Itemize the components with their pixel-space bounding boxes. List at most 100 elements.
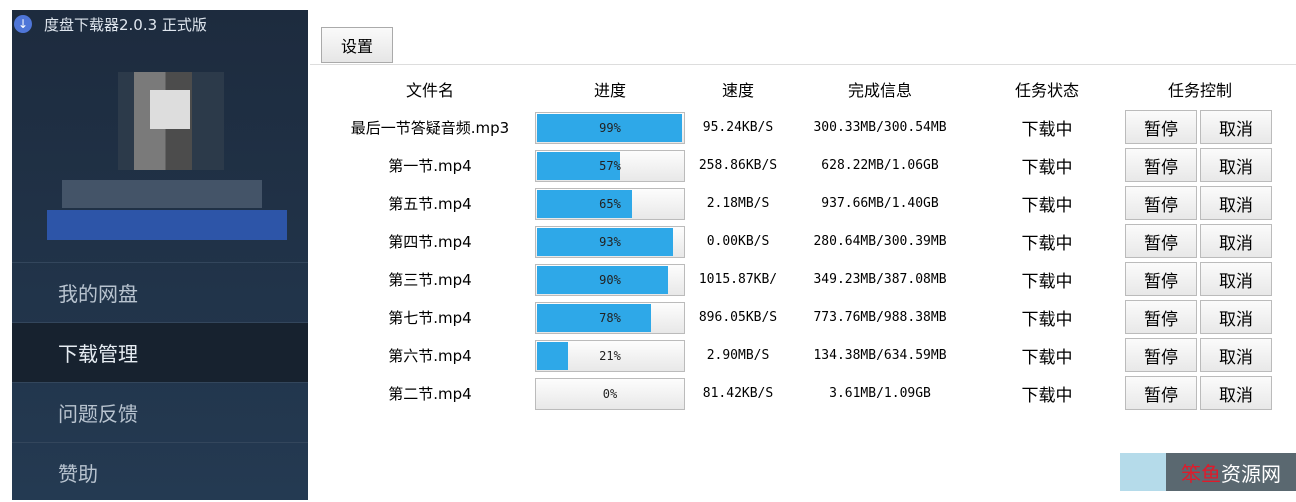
sidebar-item-label: 下载管理 (58, 342, 138, 366)
table-row: 最后一节答疑音频.mp3 99% 95.24KB/S 300.33MB/300.… (310, 110, 1296, 144)
progress-fill (537, 342, 568, 370)
sidebar-item-sponsor[interactable]: 赞助 (12, 442, 308, 502)
sidebar-item-label: 问题反馈 (58, 402, 138, 426)
pause-button[interactable]: 暂停 (1125, 376, 1197, 410)
progress-bar: 0% (535, 378, 685, 410)
file-name: 第一节.mp4 (388, 156, 472, 175)
username-pixelated (62, 180, 262, 208)
pause-button[interactable]: 暂停 (1125, 300, 1197, 334)
file-name: 第三节.mp4 (388, 270, 472, 289)
app-title: 度盘下载器2.0.3 正式版 (44, 15, 207, 34)
cancel-button[interactable]: 取消 (1200, 262, 1272, 296)
sidebar-item-label: 赞助 (58, 462, 98, 486)
progress-bar: 57% (535, 150, 685, 182)
speed: 2.18MB/S (706, 195, 770, 211)
table-row: 第五节.mp4 65% 2.18MB/S 937.66MB/1.40GB 下载中… (310, 186, 1296, 220)
app-title-bar: ↓ 度盘下载器2.0.3 正式版 (12, 10, 207, 38)
task-status: 下载中 (1021, 347, 1073, 368)
progress-bar: 93% (535, 226, 685, 258)
file-name: 第二节.mp4 (388, 384, 472, 403)
cancel-button[interactable]: 取消 (1200, 338, 1272, 372)
progress-text: 57% (599, 159, 621, 173)
progress-fill (537, 266, 669, 294)
cancel-button[interactable]: 取消 (1200, 186, 1272, 220)
divider (310, 64, 1296, 65)
cancel-button[interactable]: 取消 (1200, 300, 1272, 334)
sidebar-item-download-manager[interactable]: 下载管理 (12, 322, 308, 382)
complete-info: 628.22MB/1.06GB (821, 157, 939, 173)
complete-info: 280.64MB/300.39MB (813, 233, 947, 249)
task-status: 下载中 (1021, 271, 1073, 292)
task-status: 下载中 (1021, 233, 1073, 254)
cancel-button[interactable]: 取消 (1200, 224, 1272, 258)
progress-text: 90% (599, 273, 621, 287)
task-status: 下载中 (1021, 385, 1073, 406)
complete-info: 3.61MB/1.09GB (829, 385, 931, 401)
header-status: 任务状态 (1014, 81, 1079, 100)
pause-button[interactable]: 暂停 (1125, 224, 1197, 258)
header-speed: 速度 (721, 81, 754, 100)
progress-text: 99% (599, 121, 621, 135)
progress-fill (537, 190, 632, 218)
progress-text: 78% (599, 311, 621, 325)
complete-info: 773.76MB/988.38MB (813, 309, 947, 325)
sidebar-item-label: 我的网盘 (58, 282, 138, 306)
speed: 896.05KB/S (698, 309, 778, 325)
file-name: 第六节.mp4 (388, 346, 472, 365)
progress-bar: 90% (535, 264, 685, 296)
task-status: 下载中 (1021, 309, 1073, 330)
speed: 81.42KB/S (702, 385, 774, 401)
file-name: 第四节.mp4 (388, 232, 472, 251)
cancel-button[interactable]: 取消 (1200, 110, 1272, 144)
complete-info: 300.33MB/300.54MB (813, 119, 947, 135)
complete-info: 134.38MB/634.59MB (813, 347, 947, 363)
pause-button[interactable]: 暂停 (1125, 186, 1197, 220)
download-icon: ↓ (14, 15, 32, 33)
pause-button[interactable]: 暂停 (1125, 338, 1197, 372)
speed: 258.86KB/S (698, 157, 778, 173)
file-name: 第七节.mp4 (388, 308, 472, 327)
file-name: 最后一节答疑音频.mp3 (350, 118, 510, 137)
speed: 2.90MB/S (706, 347, 770, 363)
sidebar-item-my-disk[interactable]: 我的网盘 (12, 262, 308, 322)
table-row: 第三节.mp4 90% 1015.87KB/ 349.23MB/387.08MB… (310, 262, 1296, 296)
progress-fill (537, 152, 621, 180)
sidebar: ↓ 度盘下载器2.0.3 正式版 我的网盘 下载管理 问题反馈 赞助 (12, 10, 308, 500)
header-filename: 文件名 (405, 81, 454, 100)
complete-info: 349.23MB/387.08MB (813, 271, 947, 287)
table-row: 第一节.mp4 57% 258.86KB/S 628.22MB/1.06GB 下… (310, 148, 1296, 182)
header-progress: 进度 (593, 81, 626, 100)
task-status: 下载中 (1021, 195, 1073, 216)
settings-button[interactable]: 设置 (321, 27, 393, 63)
pause-button[interactable]: 暂停 (1125, 148, 1197, 182)
progress-text: 65% (599, 197, 621, 211)
header-info: 完成信息 (847, 81, 912, 100)
sidebar-menu: 我的网盘 下载管理 问题反馈 赞助 (12, 262, 308, 502)
pause-button[interactable]: 暂停 (1125, 262, 1197, 296)
task-status: 下载中 (1021, 119, 1073, 140)
header-control: 任务控制 (1167, 81, 1232, 100)
table-header: 文件名 进度 速度 完成信息 任务状态 任务控制 (310, 72, 1296, 106)
pause-button[interactable]: 暂停 (1125, 110, 1197, 144)
watermark-logo: 笨鱼 资源网 (1120, 453, 1296, 491)
sidebar-item-feedback[interactable]: 问题反馈 (12, 382, 308, 442)
watermark-white: 资源网 (1221, 461, 1281, 486)
progress-bar: 21% (535, 340, 685, 372)
table-row: 第七节.mp4 78% 896.05KB/S 773.76MB/988.38MB… (310, 300, 1296, 334)
progress-bar: 65% (535, 188, 685, 220)
cancel-button[interactable]: 取消 (1200, 376, 1272, 410)
progress-fill (537, 114, 682, 142)
task-status: 下载中 (1021, 157, 1073, 178)
cancel-button[interactable]: 取消 (1200, 148, 1272, 182)
progress-bar: 99% (535, 112, 685, 144)
table-row: 第六节.mp4 21% 2.90MB/S 134.38MB/634.59MB 下… (310, 338, 1296, 372)
progress-fill (537, 304, 651, 332)
file-name: 第五节.mp4 (388, 194, 472, 213)
progress-fill (537, 228, 673, 256)
complete-info: 937.66MB/1.40GB (821, 195, 939, 211)
table-row: 第四节.mp4 93% 0.00KB/S 280.64MB/300.39MB 下… (310, 224, 1296, 258)
progress-text: 0% (602, 387, 618, 401)
speed: 1015.87KB/ (698, 271, 778, 287)
progress-bar: 78% (535, 302, 685, 334)
table-row: 第二节.mp4 0% 81.42KB/S 3.61MB/1.09GB 下载中 暂… (310, 376, 1296, 410)
